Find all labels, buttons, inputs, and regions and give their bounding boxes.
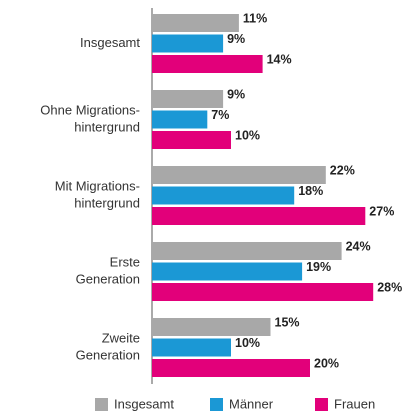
value-label: 19% — [306, 260, 331, 274]
category-label: Mit Migrations-hintergrund — [55, 179, 140, 211]
bar — [152, 186, 295, 205]
category-label: Zweite Generation — [76, 331, 140, 363]
legend-swatch — [315, 398, 328, 411]
bar — [152, 55, 263, 73]
category-label-line: hintergrund — [74, 120, 140, 135]
bar — [152, 338, 231, 357]
value-label: 10% — [235, 336, 260, 350]
value-label: 14% — [267, 52, 292, 66]
value-label: 27% — [369, 204, 394, 218]
value-label: 10% — [235, 128, 260, 142]
bar — [152, 34, 224, 53]
value-label: 9% — [227, 87, 245, 101]
category-label-line: Ohne Migrations- — [40, 103, 140, 118]
category-label-line: Generation — [76, 272, 140, 287]
legend-label: Frauen — [334, 396, 375, 411]
bar — [152, 166, 326, 184]
bar — [152, 283, 374, 301]
bar — [152, 14, 239, 32]
category-label-line: Erste — [110, 255, 140, 270]
category-label-line: Mit Migrations- — [55, 179, 140, 194]
value-label: 7% — [211, 108, 229, 122]
legend-swatch — [210, 398, 223, 411]
value-label: 15% — [275, 315, 300, 329]
value-label: 24% — [346, 239, 371, 253]
legend-label: Insgesamt — [114, 396, 174, 411]
bar — [152, 359, 310, 377]
bar — [152, 318, 271, 336]
value-label: 22% — [330, 163, 355, 177]
legend-label: Männer — [229, 396, 274, 411]
bar — [152, 207, 366, 225]
bar — [152, 262, 303, 281]
category-label-line: Generation — [76, 348, 140, 363]
category-label: Erste Generation — [76, 255, 140, 287]
category-label: Insgesamt — [80, 35, 140, 50]
category-label: Ohne Migrations-hintergrund — [40, 103, 140, 135]
value-label: 20% — [314, 356, 339, 370]
category-label-line: hintergrund — [74, 196, 140, 211]
value-label: 9% — [227, 32, 245, 46]
value-label: 18% — [298, 184, 323, 198]
bar — [152, 242, 342, 260]
value-label: 28% — [377, 280, 402, 294]
value-label: 11% — [243, 11, 267, 25]
bar — [152, 131, 231, 149]
category-label-line: Zweite — [102, 331, 140, 346]
bar — [152, 110, 208, 129]
legend-swatch — [95, 398, 108, 411]
bar — [152, 90, 224, 108]
